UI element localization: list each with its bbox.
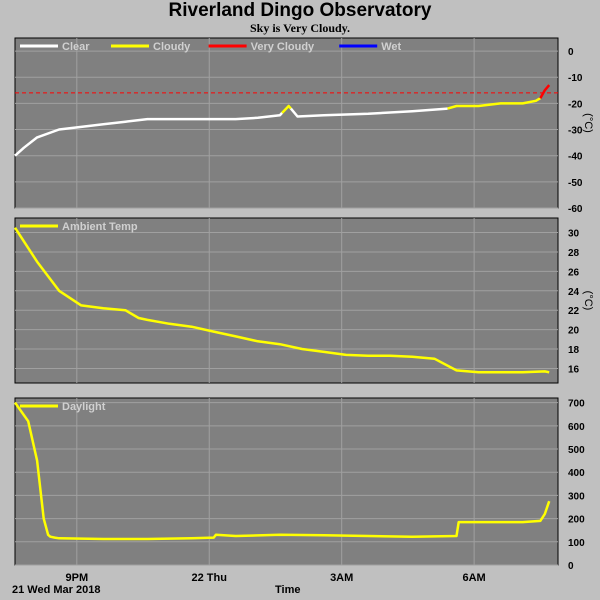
y-tick-label: 20 xyxy=(568,326,580,337)
y-tick-label: 26 xyxy=(568,267,580,278)
x-tick-label: 22 Thu xyxy=(192,572,227,584)
x-tick-label: 3AM xyxy=(330,572,353,584)
y-tick-label: 24 xyxy=(568,287,580,298)
y-tick-label: 300 xyxy=(568,491,585,502)
x-axis-start-label: 21 Wed Mar 2018 xyxy=(12,584,101,596)
legend-label: Very Cloudy xyxy=(251,41,315,53)
y-tick-label: -60 xyxy=(568,204,583,215)
y-tick-label: 600 xyxy=(568,422,585,433)
y-axis-label: (°C) xyxy=(582,291,594,311)
y-tick-label: 0 xyxy=(568,561,574,572)
plot-area-1 xyxy=(14,37,559,209)
series-line-cloudy xyxy=(447,97,541,110)
x-tick-label: 9PM xyxy=(65,572,88,584)
y-tick-label: -50 xyxy=(568,178,583,189)
legend-label: Wet xyxy=(381,41,401,53)
x-axis-title: Time xyxy=(275,584,301,596)
legend-label: Clear xyxy=(62,41,90,53)
y-tick-label: 28 xyxy=(568,248,580,259)
y-tick-label: -10 xyxy=(568,73,583,84)
series-line xyxy=(13,227,550,374)
x-tick-label: 6AM xyxy=(463,572,486,584)
page-title: Riverland Dingo Observatory xyxy=(168,0,432,21)
y-tick-label: -20 xyxy=(568,99,583,110)
legend-label: Cloudy xyxy=(153,41,191,53)
y-tick-label: 22 xyxy=(568,306,580,317)
y-tick-label: 400 xyxy=(568,468,585,479)
y-tick-label: 500 xyxy=(568,445,585,456)
y-tick-label: 200 xyxy=(568,515,585,526)
series-line-cloudy xyxy=(281,104,292,114)
series-line-clear xyxy=(14,112,284,157)
legend-label: Daylight xyxy=(62,401,106,413)
y-tick-label: 16 xyxy=(568,364,580,375)
series-line-clear xyxy=(289,107,448,118)
y-tick-label: 700 xyxy=(568,399,585,410)
y-tick-label: 30 xyxy=(568,229,580,240)
y-tick-label: -30 xyxy=(568,126,583,137)
y-tick-label: 18 xyxy=(568,345,580,356)
y-tick-label: -40 xyxy=(568,152,583,163)
series-line xyxy=(13,401,551,541)
plot-area-2 xyxy=(14,217,559,384)
series-line-very-cloudy xyxy=(539,84,551,99)
legend-label: Ambient Temp xyxy=(62,221,138,233)
y-axis-label: (°C) xyxy=(582,113,594,133)
y-tick-label: 100 xyxy=(568,538,585,549)
y-tick-label: 0 xyxy=(568,47,574,58)
sky-status: Sky is Very Cloudy. xyxy=(249,21,351,35)
